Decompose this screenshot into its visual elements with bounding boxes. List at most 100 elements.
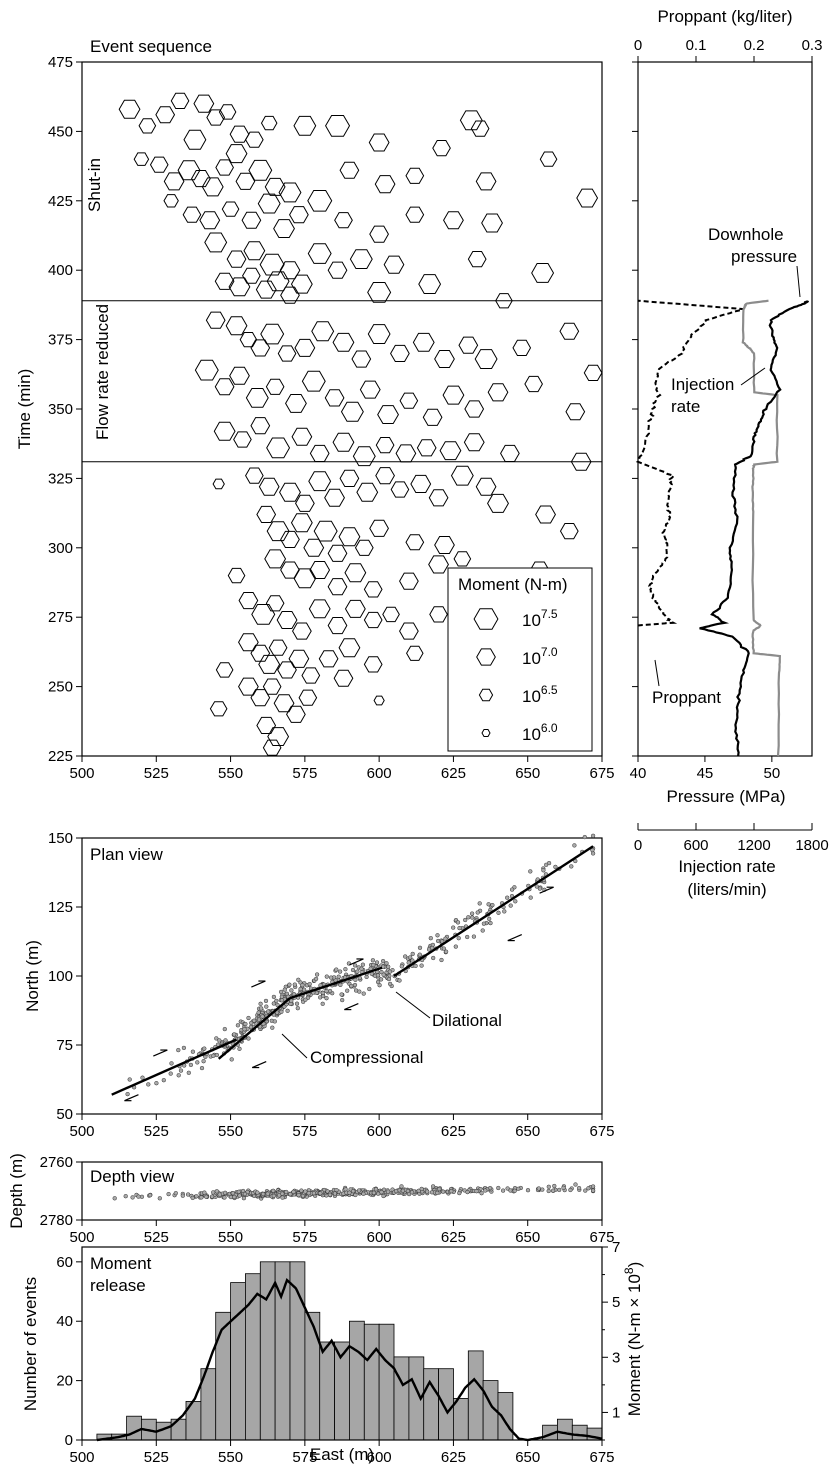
- plan-view-event: [307, 981, 312, 987]
- event-hexagon: [212, 478, 225, 490]
- plan-view-event: [292, 982, 297, 987]
- event-hexagon: [531, 263, 555, 283]
- event-hexagon: [199, 211, 221, 230]
- event-hexagon: [576, 188, 599, 208]
- depth-view-event: [351, 1189, 356, 1194]
- plan-view-event: [435, 933, 440, 938]
- event-hexagon: [257, 193, 281, 214]
- plan-view-event: [590, 833, 596, 838]
- proppant-axis-label: Proppant (kg/liter): [657, 7, 792, 26]
- plan-view-event: [441, 946, 447, 951]
- moment-release-right-ticks: 1 3 5 7: [602, 1239, 620, 1441]
- event-hexagon: [367, 324, 391, 344]
- plan-view-event: [214, 1036, 219, 1041]
- histogram-bar: [497, 1392, 514, 1441]
- plan-view-event: [496, 910, 501, 915]
- plan-view-event: [271, 994, 277, 1000]
- event-hexagon: [309, 561, 331, 579]
- event-hexagon: [241, 211, 262, 229]
- event-markers: [118, 92, 603, 756]
- moment-release-title-line2: release: [90, 1276, 146, 1295]
- plan-view-title: Plan view: [90, 845, 163, 864]
- depth-view-event: [237, 1193, 242, 1198]
- plan-view-event: [274, 998, 279, 1004]
- injection-history-y-ticks: [632, 61, 638, 757]
- event-hexagon: [265, 595, 285, 612]
- plan-view-event: [263, 998, 269, 1004]
- depth-view-event: [400, 1188, 406, 1193]
- legend-hexagon: [473, 608, 499, 630]
- proppant-tick-label: 0.2: [744, 37, 765, 54]
- event-hexagon: [229, 366, 250, 385]
- histogram-bar: [319, 1341, 336, 1441]
- event-hexagon: [428, 489, 449, 507]
- x-tick-label: 575: [292, 765, 317, 782]
- depth-view-event: [311, 1191, 317, 1196]
- event-hexagon: [301, 370, 326, 392]
- x-tick-label: 500: [69, 1449, 94, 1464]
- plan-view-event: [443, 949, 449, 954]
- plan-view-event: [264, 1004, 269, 1009]
- event-hexagon: [390, 481, 410, 498]
- event-hexagon: [294, 338, 316, 357]
- depth-view-event: [271, 1193, 276, 1199]
- event-sequence-y-ticks: 225 250 275 300 325 350 375 400 425 450 475: [48, 54, 82, 765]
- depth-view-event: [483, 1188, 488, 1193]
- event-sequence-panel: Event sequence 500 525 550 575 600 625 650 675 …: [15, 37, 615, 782]
- event-hexagon: [583, 364, 603, 381]
- depth-view-event: [552, 1183, 557, 1189]
- plan-view-event: [217, 1038, 222, 1043]
- event-sequence-x-ticks: 500 525 550 575 600 625 650 675: [69, 756, 615, 782]
- event-hexagon: [324, 389, 345, 407]
- depth-view-event: [180, 1193, 185, 1198]
- event-hexagon: [475, 172, 497, 191]
- east-axis-label: East (m): [310, 1445, 374, 1464]
- x-tick-label: 550: [218, 1229, 243, 1246]
- plan-view-event: [223, 1038, 228, 1043]
- plan-view-event: [371, 962, 376, 968]
- plan-view-event: [352, 963, 358, 968]
- plan-view-event: [469, 911, 475, 916]
- depth-view-y-label: Depth (m): [7, 1153, 26, 1229]
- event-hexagon: [481, 213, 503, 233]
- depth-view-event: [361, 1191, 366, 1196]
- event-hexagon: [250, 339, 271, 357]
- plan-view-event: [486, 902, 491, 907]
- event-hexagon: [218, 104, 237, 120]
- depth-view-event: [327, 1192, 333, 1197]
- event-hexagon: [344, 563, 367, 583]
- slip-arrow-shaft: [124, 1094, 139, 1102]
- depth-view-event: [561, 1185, 566, 1190]
- event-hexagon: [512, 339, 532, 356]
- plan-view-event: [502, 909, 507, 914]
- event-hexagon: [280, 530, 300, 548]
- x-tick-label: 525: [144, 1449, 169, 1464]
- event-hexagon: [233, 431, 252, 448]
- event-hexagon: [286, 705, 306, 723]
- x-tick-label: 575: [292, 1123, 317, 1140]
- histogram-bar: [557, 1418, 573, 1441]
- proppant-leader: [654, 659, 660, 687]
- event-hexagon: [277, 345, 297, 362]
- event-hexagon: [266, 437, 291, 459]
- y-tick-label: 100: [48, 968, 73, 985]
- event-hexagon: [225, 144, 248, 164]
- plan-view-event: [406, 960, 411, 965]
- plan-view-event: [417, 952, 422, 957]
- event-hexagon: [213, 421, 236, 441]
- legend-hexagon: [476, 648, 496, 666]
- event-hexagon: [352, 446, 376, 467]
- plan-view-event: [343, 967, 348, 972]
- plan-view-event: [176, 1047, 181, 1053]
- legend-box: [447, 567, 593, 752]
- event-hexagon: [325, 115, 351, 137]
- compressional-leader: [281, 1033, 308, 1059]
- plan-view-event: [470, 915, 475, 920]
- event-hexagon: [369, 519, 389, 537]
- event-hexagon: [344, 599, 366, 618]
- event-hexagon: [262, 739, 282, 756]
- y-tick-label: 75: [56, 1037, 73, 1054]
- event-hexagon: [239, 332, 258, 348]
- y2-label-exponent: 8: [622, 1267, 636, 1274]
